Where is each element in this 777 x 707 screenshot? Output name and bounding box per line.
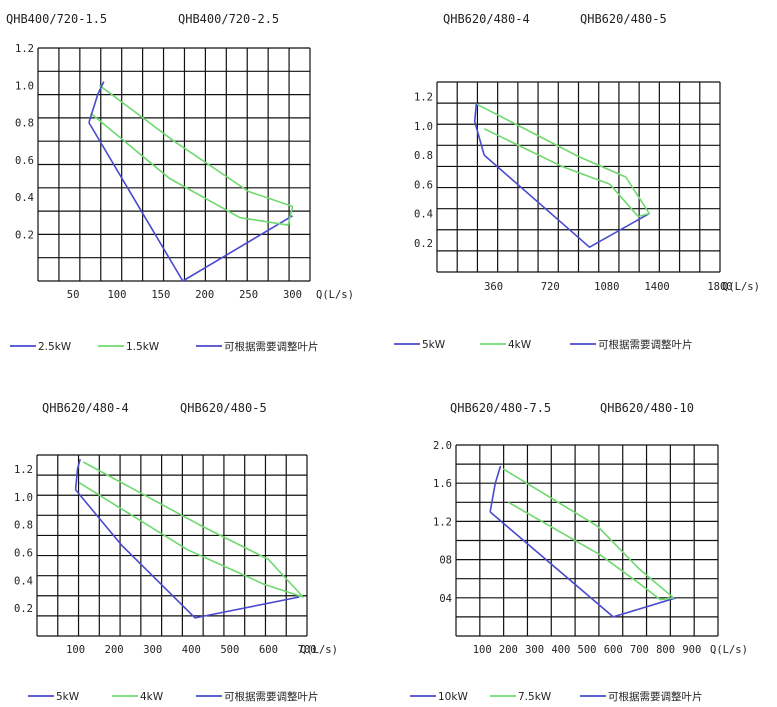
legend: 5kW 4kW 可根据需要调整叶片 xyxy=(394,338,693,351)
x-tick-label: 100 xyxy=(107,289,126,301)
y-tick-label: 1.2 xyxy=(414,92,433,104)
grid xyxy=(37,47,311,282)
legend-label: 4kW xyxy=(508,339,532,351)
series-line-2 xyxy=(502,468,675,601)
x-tick-label: 300 xyxy=(283,289,302,301)
series-line-2 xyxy=(78,461,304,598)
y-tick-label: 0.8 xyxy=(14,520,33,532)
x-tick-label: 1800 xyxy=(707,281,732,293)
y-tick-label: 0.6 xyxy=(414,179,433,191)
chart-title: QHB400/720-1.5 xyxy=(6,12,107,26)
x-tick-label: 300 xyxy=(525,644,544,656)
x-tick-label: 100 xyxy=(66,644,85,656)
series-line-1 xyxy=(74,489,300,619)
legend-label: 4kW xyxy=(140,691,164,703)
y-tick-label: 0.2 xyxy=(14,603,33,615)
chart-title: QHB620/480-4 xyxy=(42,401,129,415)
x-tick-label: 250 xyxy=(239,289,258,301)
x-tick-label: 800 xyxy=(656,644,675,656)
y-tick-label: 1.0 xyxy=(14,492,33,504)
y-tick-label: 0.4 xyxy=(14,575,33,587)
series-line-3 xyxy=(88,81,105,123)
x-tick-label: 600 xyxy=(604,644,623,656)
series-line-1 xyxy=(489,511,677,618)
chart-title: QHB620/480-7.5 xyxy=(450,401,551,415)
x-tick-label: 500 xyxy=(578,644,597,656)
x-tick-label: 720 xyxy=(541,281,560,293)
x-tick-label: 1080 xyxy=(594,281,619,293)
x-tick-label: 360 xyxy=(484,281,503,293)
y-tick-label: 0.6 xyxy=(15,155,34,167)
series-line-3 xyxy=(489,465,502,513)
chart-title: QHB400/720-2.5 xyxy=(178,12,279,26)
series-line-3 xyxy=(473,103,485,156)
x-tick-label: 400 xyxy=(551,644,570,656)
y-tick-label: 1.6 xyxy=(433,478,452,490)
x-tick-label: 200 xyxy=(499,644,518,656)
series-line-2 xyxy=(90,84,294,226)
legend: 5kW 4kW 可根据需要调整叶片 xyxy=(28,690,319,703)
series-line-1 xyxy=(88,122,293,282)
legend-label: 1.5kW xyxy=(126,341,160,353)
x-tick-label: 900 xyxy=(682,644,701,656)
x-tick-label: 500 xyxy=(220,644,239,656)
x-tick-label: 400 xyxy=(182,644,201,656)
legend-label: 可根据需要调整叶片 xyxy=(608,690,703,703)
y-tick-label: 1.2 xyxy=(433,516,452,528)
chart-title: QHB620/480-5 xyxy=(180,401,267,415)
x-tick-label: 150 xyxy=(151,289,170,301)
y-tick-label: 1.0 xyxy=(15,80,34,92)
legend: 10kW 7.5kW 可根据需要调整叶片 xyxy=(410,690,703,703)
x-tick-label: 100 xyxy=(473,644,492,656)
y-tick-label: 08 xyxy=(439,555,452,567)
legend-label: 5kW xyxy=(422,339,446,351)
y-tick-label: 0.4 xyxy=(15,192,34,204)
legend-label: 5kW xyxy=(56,691,80,703)
x-axis-label: Q(L/s) xyxy=(722,281,760,293)
chart-title: QHB620/480-5 xyxy=(580,12,667,26)
chart-4: QHB620/480-7.5 QHB620/480-10 100 200 300 400 5… xyxy=(410,401,748,703)
x-tick-label: 1400 xyxy=(644,281,669,293)
x-axis-label: Q(L/s) xyxy=(710,644,748,656)
x-tick-label: 50 xyxy=(67,289,80,301)
y-tick-label: 1.0 xyxy=(414,121,433,133)
grid xyxy=(455,444,719,637)
legend: 2.5kW 1.5kW 可根据需要调整叶片 xyxy=(10,340,319,353)
y-tick-label: 0.2 xyxy=(414,238,433,250)
y-tick-label: 04 xyxy=(439,593,452,605)
chart-2: QHB620/480-4 QHB620/480-5 360 720 1080 1400 18… xyxy=(394,12,760,351)
x-tick-label: 600 xyxy=(259,644,278,656)
x-tick-label: 300 xyxy=(143,644,162,656)
y-tick-label: 1.2 xyxy=(15,43,34,55)
legend-label: 2.5kW xyxy=(38,341,72,353)
grid xyxy=(436,81,721,273)
legend-label: 7.5kW xyxy=(518,691,552,703)
y-tick-label: 2.0 xyxy=(433,440,452,452)
chart-1: QHB400/720-1.5 QHB400/720-2.5 50 100 150 200 2… xyxy=(6,12,354,353)
y-tick-label: 0.8 xyxy=(414,150,433,162)
x-tick-label: 700 xyxy=(298,644,317,656)
x-tick-label: 700 xyxy=(630,644,649,656)
chart-3: QHB620/480-4 QHB620/480-5 100 200 300 400 500 6… xyxy=(14,401,338,703)
y-tick-label: 1.2 xyxy=(14,464,33,476)
x-tick-label: 200 xyxy=(195,289,214,301)
legend-label: 可根据需要调整叶片 xyxy=(224,340,319,353)
y-tick-label: 0.8 xyxy=(15,118,34,130)
y-tick-label: 0.2 xyxy=(15,229,34,241)
y-tick-label: 0.4 xyxy=(414,209,433,221)
grid xyxy=(36,454,308,637)
x-tick-label: 200 xyxy=(105,644,124,656)
x-axis-label: Q(L/s) xyxy=(300,644,338,656)
legend-label: 可根据需要调整叶片 xyxy=(224,690,319,703)
chart-title: QHB620/480-10 xyxy=(600,401,694,415)
legend-label: 10kW xyxy=(438,691,468,703)
y-tick-label: 0.6 xyxy=(14,547,33,559)
legend-label: 可根据需要调整叶片 xyxy=(598,338,693,351)
x-axis-label: Q(L/s) xyxy=(316,289,354,301)
series-line-3 xyxy=(74,458,81,490)
chart-title: QHB620/480-4 xyxy=(443,12,530,26)
series-line-1 xyxy=(483,154,650,248)
series-line-2 xyxy=(475,103,651,218)
